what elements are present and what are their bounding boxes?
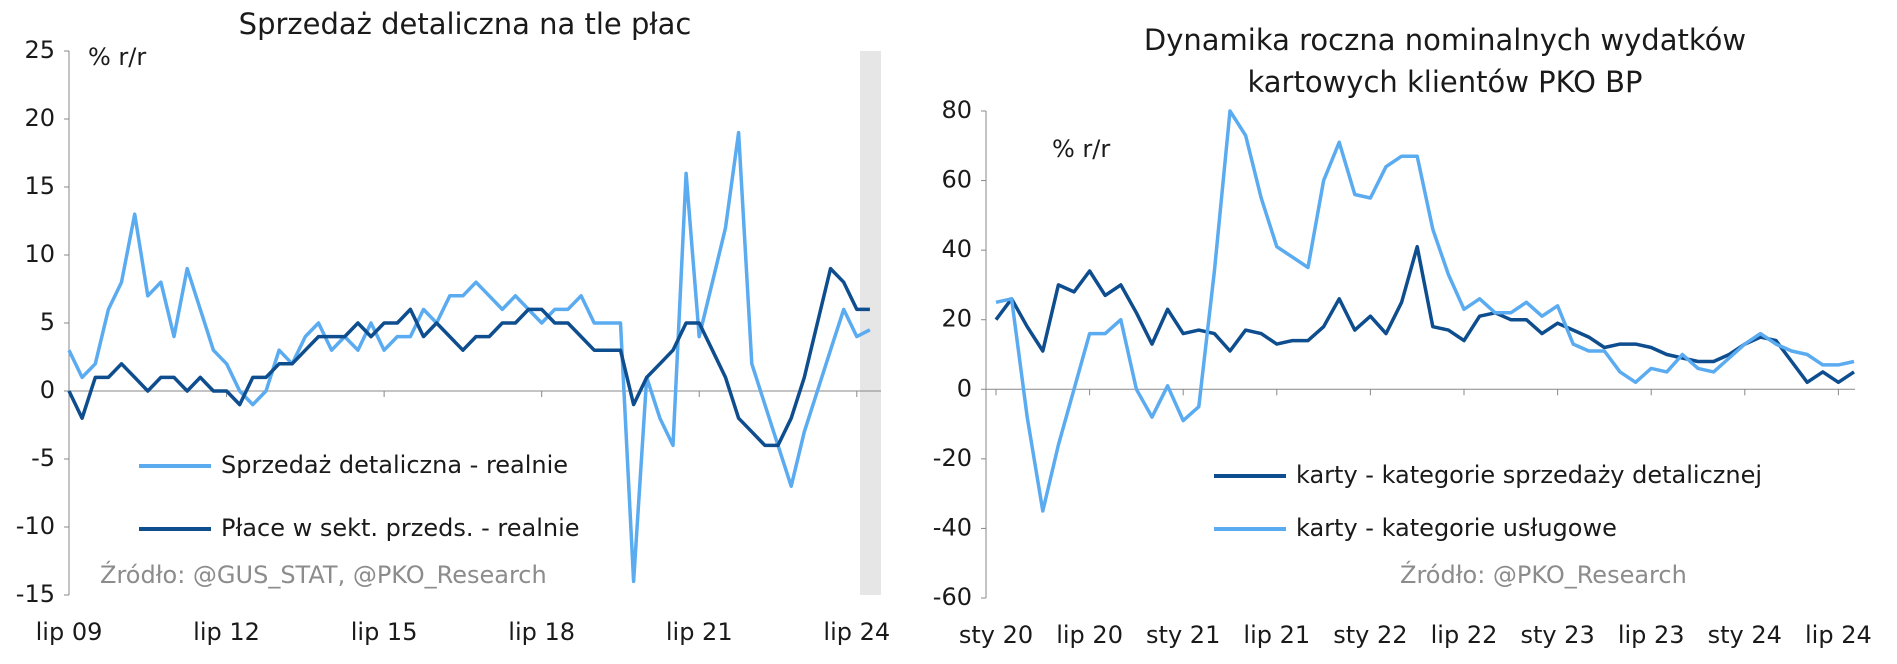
forecast-band xyxy=(860,51,881,595)
x-tick-label: lip 22 xyxy=(1431,621,1498,649)
series-line xyxy=(995,109,1855,513)
y-tick-label: 60 xyxy=(941,166,972,194)
y-tick-label: 15 xyxy=(24,172,55,200)
series-line xyxy=(67,266,870,448)
y-tick-label: 10 xyxy=(24,240,55,268)
legend-label: karty - kategorie sprzedaży detalicznej xyxy=(1296,461,1762,489)
y-tick-label: 0 xyxy=(40,376,55,404)
y-tick-label: -20 xyxy=(933,444,972,472)
legend-label: Płace w sekt. przeds. - realnie xyxy=(221,514,580,542)
x-tick-label: lip 21 xyxy=(1243,621,1310,649)
chart-title: Dynamika roczna nominalnych wydatków kart… xyxy=(1144,23,1746,99)
x-tick-label: lip 23 xyxy=(1618,621,1685,649)
y-tick-label: -60 xyxy=(933,583,972,611)
x-tick-label: sty 22 xyxy=(1333,621,1407,649)
source-note: Źródło: @GUS_STAT, @PKO_Research xyxy=(100,560,547,589)
x-tick-label: lip 24 xyxy=(1805,621,1872,649)
y-tick-label: 25 xyxy=(24,36,55,64)
y-tick-label: 20 xyxy=(941,305,972,333)
y-tick-label: 20 xyxy=(24,104,55,132)
x-tick-label: sty 20 xyxy=(959,621,1033,649)
y-tick-label: -15 xyxy=(16,580,55,608)
y-tick-label: -10 xyxy=(16,512,55,540)
y-tick-label: -40 xyxy=(933,513,972,541)
x-tick-label: sty 21 xyxy=(1146,621,1220,649)
unit-annotation: % r/r xyxy=(1052,135,1110,163)
y-tick-label: 0 xyxy=(957,374,972,402)
x-tick-label: lip 21 xyxy=(666,618,733,646)
unit-annotation: % r/r xyxy=(88,43,146,71)
legend-label: Sprzedaż detaliczna - realnie xyxy=(221,451,568,479)
x-tick-label: sty 23 xyxy=(1520,621,1594,649)
x-tick-label: sty 24 xyxy=(1708,621,1782,649)
y-tick-label: -5 xyxy=(31,444,55,472)
x-tick-label: lip 18 xyxy=(508,618,575,646)
y-tick-label: 5 xyxy=(40,308,55,336)
series-line xyxy=(994,244,1855,385)
source-note: Źródło: @PKO_Research xyxy=(1400,560,1687,589)
x-tick-label: lip 20 xyxy=(1056,621,1123,649)
legend-label: karty - kategorie usługowe xyxy=(1296,514,1617,542)
x-tick-label: lip 15 xyxy=(351,618,418,646)
x-tick-label: lip 09 xyxy=(36,618,103,646)
y-tick-label: 80 xyxy=(941,96,972,124)
chart-title: Sprzedaż detaliczna na tle płac xyxy=(239,7,692,41)
x-tick-label: lip 24 xyxy=(823,618,890,646)
x-tick-label: lip 12 xyxy=(193,618,260,646)
series-line xyxy=(67,130,871,584)
y-tick-label: 40 xyxy=(941,235,972,263)
